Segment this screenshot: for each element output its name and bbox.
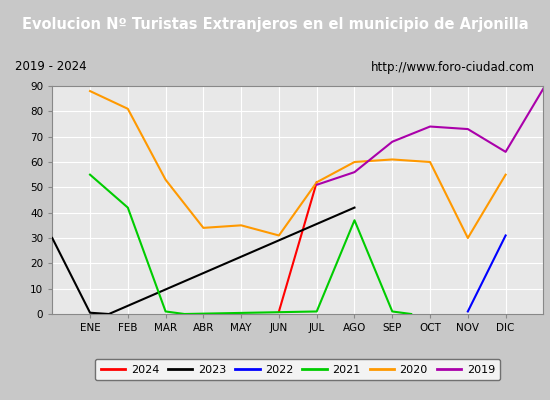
Text: Evolucion Nº Turistas Extranjeros en el municipio de Arjonilla: Evolucion Nº Turistas Extranjeros en el … — [21, 18, 529, 32]
Text: 2019 - 2024: 2019 - 2024 — [15, 60, 87, 74]
Text: http://www.foro-ciudad.com: http://www.foro-ciudad.com — [371, 60, 535, 74]
Legend: 2024, 2023, 2022, 2021, 2020, 2019: 2024, 2023, 2022, 2021, 2020, 2019 — [95, 359, 501, 380]
